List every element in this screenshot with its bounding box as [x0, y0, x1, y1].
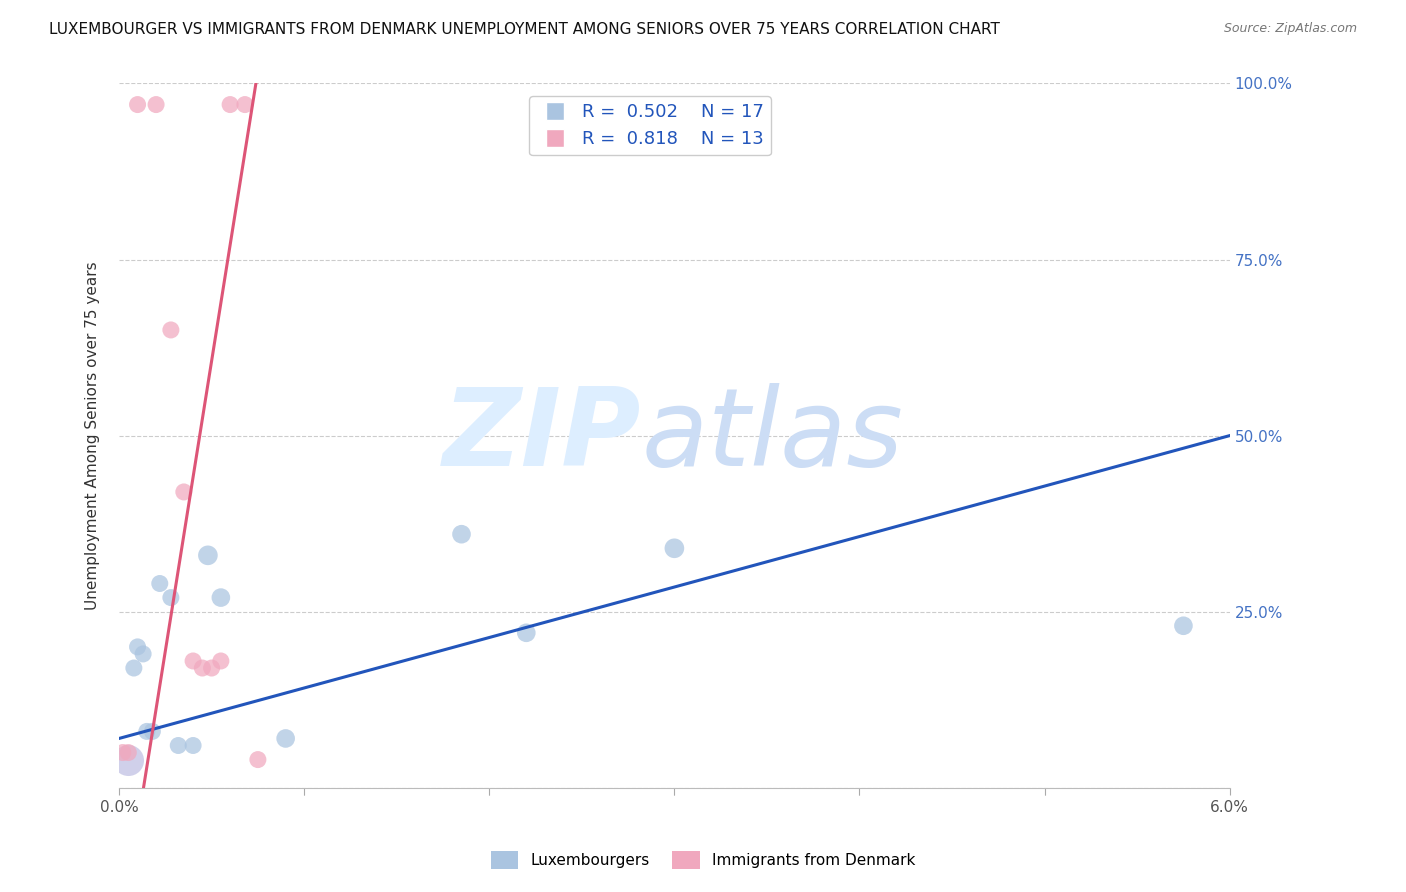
Point: [450, 527, 472, 541]
Point: [197, 549, 219, 563]
Point: [274, 731, 297, 746]
Point: [127, 640, 149, 654]
Point: [149, 576, 172, 591]
Point: [664, 541, 686, 556]
Text: Source: ZipAtlas.com: Source: ZipAtlas.com: [1223, 22, 1357, 36]
Point: [201, 661, 224, 675]
Point: [127, 97, 149, 112]
Point: [1173, 619, 1195, 633]
Text: LUXEMBOURGER VS IMMIGRANTS FROM DENMARK UNEMPLOYMENT AMONG SENIORS OVER 75 YEARS: LUXEMBOURGER VS IMMIGRANTS FROM DENMARK …: [49, 22, 1000, 37]
Text: atlas: atlas: [641, 383, 903, 488]
Point: [173, 485, 195, 500]
Point: [219, 97, 242, 112]
Point: [111, 746, 134, 760]
Y-axis label: Unemployment Among Seniors over 75 years: Unemployment Among Seniors over 75 years: [86, 261, 100, 610]
Point: [209, 591, 232, 605]
Point: [246, 753, 269, 767]
Point: [160, 591, 183, 605]
Point: [515, 625, 537, 640]
Point: [167, 739, 190, 753]
Legend: R =  0.502    N = 17, R =  0.818    N = 13: R = 0.502 N = 17, R = 0.818 N = 13: [530, 96, 770, 155]
Point: [191, 661, 214, 675]
Point: [117, 753, 139, 767]
Point: [181, 654, 204, 668]
Point: [122, 661, 145, 675]
Point: [141, 724, 163, 739]
Point: [135, 724, 157, 739]
Point: [160, 323, 183, 337]
Point: [233, 97, 256, 112]
Point: [209, 654, 232, 668]
Point: [117, 746, 139, 760]
Point: [145, 97, 167, 112]
Point: [181, 739, 204, 753]
Legend: Luxembourgers, Immigrants from Denmark: Luxembourgers, Immigrants from Denmark: [485, 845, 921, 875]
Text: ZIP: ZIP: [443, 383, 641, 489]
Point: [132, 647, 155, 661]
